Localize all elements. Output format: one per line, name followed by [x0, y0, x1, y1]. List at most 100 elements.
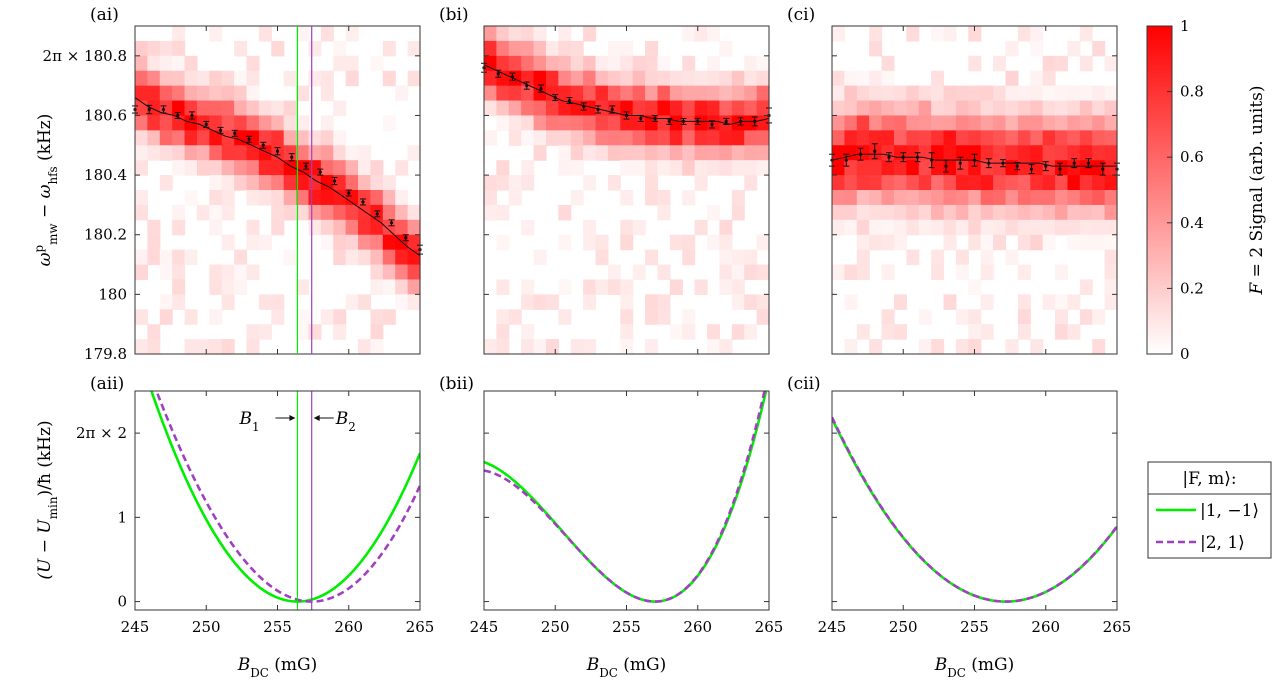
heatmap-cell: [196, 130, 210, 146]
data-point: [930, 158, 934, 162]
heatmap-cell: [172, 204, 186, 221]
heatmap-cell: [943, 219, 957, 236]
heatmap-cell: [521, 70, 535, 87]
heatmap-cell: [159, 294, 173, 310]
heatmap-cell: [521, 115, 535, 131]
heatmap-cell: [345, 70, 359, 87]
heatmap-cell: [246, 264, 260, 281]
heatmap-cell: [1017, 219, 1031, 236]
colorbar-tick-label: 0.8: [1180, 83, 1204, 101]
b1-label: B1: [238, 409, 259, 434]
heatmap-cell: [869, 85, 883, 102]
heatmap-cell: [271, 175, 285, 191]
heatmap-cell: [496, 26, 510, 42]
heatmap-cell: [221, 204, 235, 221]
heatmap-cell: [620, 85, 634, 102]
heatmap-cell: [931, 175, 945, 191]
colorbar-title: F = 2 Signal (arb. units): [1247, 85, 1267, 295]
heatmap-cell: [308, 130, 322, 146]
heatmap-cell: [296, 130, 310, 146]
heatmap-cell: [221, 294, 235, 310]
heatmap-cell: [258, 100, 272, 117]
heatmap-cell: [258, 294, 272, 310]
data-point: [318, 170, 322, 174]
heatmap-cell: [533, 100, 547, 117]
heatmap-cell: [943, 160, 957, 176]
heatmap-cell: [881, 219, 895, 236]
heatmap-cell: [993, 55, 1007, 72]
data-point: [567, 98, 572, 103]
top-panel-1: (bi): [439, 5, 772, 355]
heatmap-cell: [345, 160, 359, 176]
heatmap-cell: [682, 309, 696, 325]
heatmap-cell: [508, 175, 522, 191]
heatmap-cell: [669, 100, 683, 117]
heatmap-cell: [918, 190, 932, 206]
heatmap-cell: [1042, 234, 1056, 251]
heatmap-cell: [694, 145, 708, 161]
heatmap-cell: [345, 249, 359, 266]
x-tick-label: 250: [889, 618, 918, 636]
heatmap-cell: [744, 175, 758, 191]
heatmap-cell: [258, 26, 272, 42]
heatmap-cell: [570, 339, 584, 355]
heatmap-cell: [1055, 100, 1069, 117]
heatmap-cell: [744, 100, 758, 117]
heatmap-cell: [333, 309, 347, 325]
heatmap-cell: [993, 100, 1007, 117]
y-tick-label: 1: [117, 508, 127, 526]
heatmap-cell: [955, 204, 969, 221]
heatmap-cell: [832, 219, 845, 236]
heatmap-cell: [869, 70, 883, 87]
heatmap-cell: [407, 40, 421, 57]
heatmap-cell: [694, 70, 708, 87]
heatmap-cell: [395, 190, 409, 206]
heatmap-cell: [333, 249, 347, 266]
heatmap-cell: [980, 190, 994, 206]
heatmap-cell: [1067, 204, 1081, 221]
heatmap-cell: [196, 204, 210, 221]
heatmap-cell: [395, 219, 409, 236]
heatmap-cell: [209, 26, 223, 42]
heatmap-cell: [545, 339, 559, 355]
colorbar-tick-label: 1: [1180, 17, 1190, 35]
heatmap-cell: [159, 130, 173, 146]
heatmap-cell: [296, 309, 310, 325]
heatmap-cell: [533, 55, 547, 72]
heatmap-cell: [1067, 85, 1081, 102]
heatmap-cell: [1079, 219, 1093, 236]
heatmap-cell: [246, 160, 260, 176]
heatmap-cell: [1067, 115, 1081, 131]
heatmap-cell: [382, 40, 396, 57]
heatmap-cell: [407, 70, 421, 87]
heatmap-cell: [147, 130, 161, 146]
heatmap-cell: [484, 204, 497, 221]
heatmap-cell: [135, 190, 148, 206]
heatmap-cell: [271, 130, 285, 146]
heatmap-cell: [645, 40, 659, 57]
data-point: [944, 164, 948, 168]
heatmap-cell: [657, 145, 671, 161]
heatmap-cell: [1104, 190, 1118, 206]
heatmap-cell: [595, 279, 609, 295]
heatmap-cell: [320, 26, 334, 42]
x-tick-label: 245: [121, 618, 150, 636]
heatmap-cell: [1055, 130, 1069, 146]
heatmap-cell: [881, 190, 895, 206]
heatmap-cell: [1042, 100, 1056, 117]
heatmap-cell: [832, 115, 845, 131]
heatmap-cell: [370, 55, 384, 72]
b2-label: B2: [335, 409, 356, 434]
heatmap-cell: [172, 294, 186, 310]
heatmap-cell: [234, 40, 248, 57]
heatmap-cell: [1005, 339, 1019, 355]
heatmap-cell: [1079, 279, 1093, 295]
heatmap-cell: [407, 204, 421, 221]
heatmap-cell: [484, 40, 497, 57]
heatmap-cell: [682, 100, 696, 117]
panel-label: (cii): [787, 374, 821, 394]
heatmap-cell: [620, 145, 634, 161]
heatmap-cell: [521, 55, 535, 72]
heatmap-cell: [345, 175, 359, 191]
heatmap-cell: [620, 40, 634, 57]
